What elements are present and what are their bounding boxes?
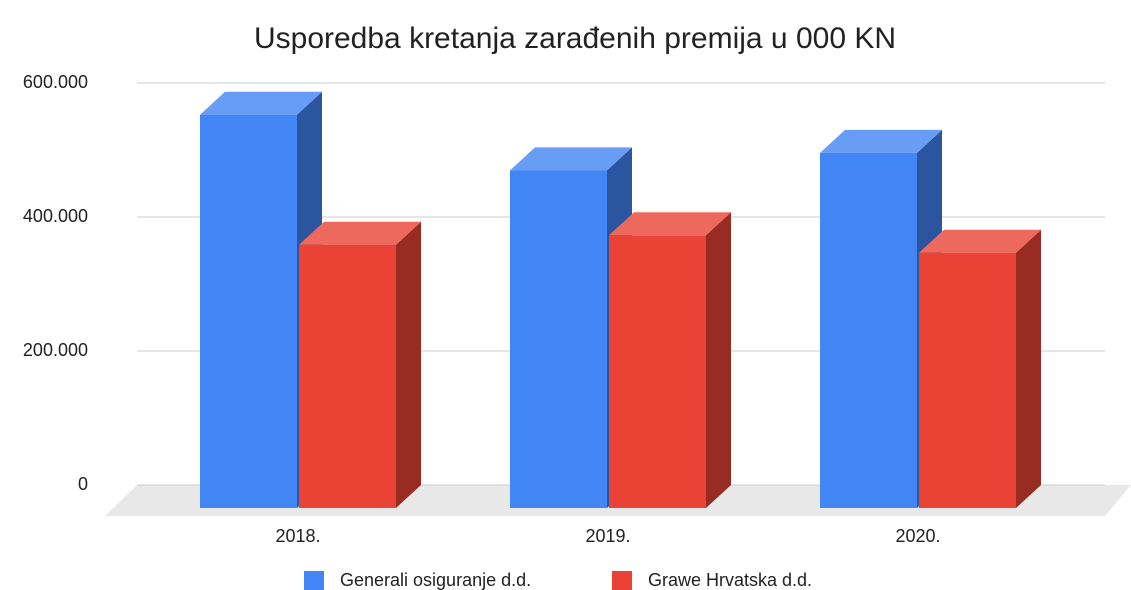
bar-top (609, 212, 731, 236)
x-tick-label: 2019. (585, 526, 630, 546)
legend-label: Grawe Hrvatska d.d. (648, 570, 812, 590)
bar (510, 170, 607, 508)
legend-swatch (304, 571, 324, 590)
y-tick-label: 0 (78, 474, 88, 494)
legend-label: Generali osiguranje d.d. (340, 570, 531, 590)
y-tick-label: 600.000 (23, 72, 88, 92)
bar (299, 244, 396, 508)
x-tick-label: 2018. (275, 526, 320, 546)
x-tick-label: 2020. (895, 526, 940, 546)
legend-swatch (612, 571, 632, 590)
y-tick-label: 200.000 (23, 340, 88, 360)
bar (820, 152, 917, 508)
bar-side (1016, 229, 1041, 509)
bar-top (200, 91, 322, 115)
bar (200, 114, 297, 509)
bar-top (299, 221, 421, 245)
bar-side (396, 221, 421, 508)
bar (609, 235, 706, 508)
y-tick-label: 400.000 (23, 206, 88, 226)
bar-side (706, 212, 731, 508)
bar-top (919, 229, 1041, 253)
bar-top (510, 147, 632, 171)
bar-top (820, 129, 942, 153)
bar (919, 252, 1016, 508)
chart-title: Usporedba kretanja zarađenih premija u 0… (254, 22, 896, 55)
